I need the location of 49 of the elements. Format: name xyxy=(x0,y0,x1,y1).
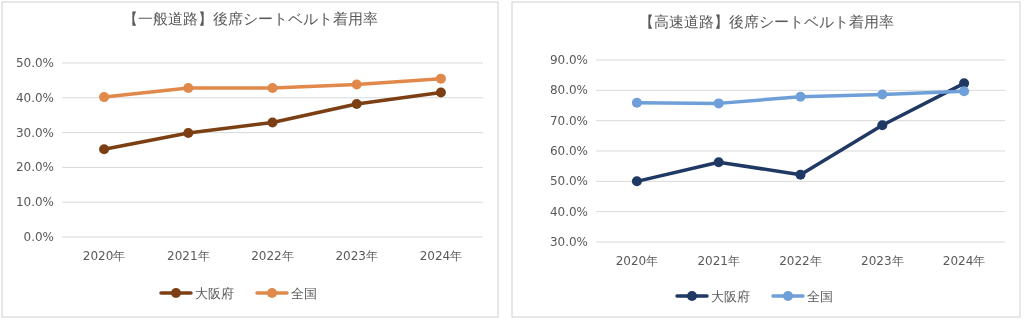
y-tick-label: 20.0% xyxy=(15,160,54,175)
point xyxy=(877,89,888,100)
point xyxy=(435,73,446,84)
y-tick-label: 70.0% xyxy=(549,113,588,128)
legend-label: 大阪府 xyxy=(711,289,750,304)
y-tick-label: 90.0% xyxy=(549,53,588,67)
point xyxy=(351,79,362,90)
y-tick-label: 60.0% xyxy=(549,144,588,158)
y-tick-label: 80.0% xyxy=(549,83,588,98)
x-tick-label: 2021年 xyxy=(697,254,740,268)
y-tick-label: 10.0% xyxy=(15,195,54,210)
point xyxy=(631,97,642,108)
x-tick-label: 2024年 xyxy=(419,249,463,263)
point xyxy=(795,169,806,180)
x-tick-label: 2020年 xyxy=(615,254,659,268)
point xyxy=(713,157,724,168)
legend-label: 大阪府 xyxy=(195,286,234,301)
y-tick-label: 30.0% xyxy=(549,235,588,249)
y-tick-label: 50.0% xyxy=(549,174,588,189)
x-tick-label: 2022年 xyxy=(251,249,294,263)
y-tick-label: 50.0% xyxy=(15,56,54,70)
chart-title: 【高速道路】後席シートベルト着用率 xyxy=(638,13,894,31)
x-tick-label: 2020年 xyxy=(82,249,126,263)
y-tick-label: 40.0% xyxy=(15,90,54,105)
point xyxy=(99,92,110,103)
x-tick-label: 2022年 xyxy=(779,254,822,268)
x-tick-label: 2023年 xyxy=(335,249,378,263)
x-tick-label: 2024年 xyxy=(942,254,986,268)
x-tick-label: 2021年 xyxy=(167,249,210,263)
point xyxy=(99,144,110,155)
x-tick-label: 2023年 xyxy=(861,254,904,268)
y-tick-label: 40.0% xyxy=(549,204,588,219)
point xyxy=(795,91,806,102)
chart-title: 【一般道路】後席シートベルト着用率 xyxy=(122,10,378,28)
point xyxy=(959,78,970,89)
legend-label: 全国 xyxy=(291,286,317,301)
point xyxy=(959,86,970,97)
point xyxy=(267,117,278,128)
point xyxy=(183,127,194,138)
point xyxy=(713,98,724,109)
y-tick-label: 0.0% xyxy=(23,230,54,244)
point xyxy=(267,83,278,94)
point xyxy=(631,176,642,187)
point xyxy=(351,99,362,110)
point xyxy=(877,120,888,131)
legend-label: 全国 xyxy=(807,289,833,304)
point xyxy=(183,83,194,94)
point xyxy=(435,87,446,98)
y-tick-label: 30.0% xyxy=(15,125,54,140)
